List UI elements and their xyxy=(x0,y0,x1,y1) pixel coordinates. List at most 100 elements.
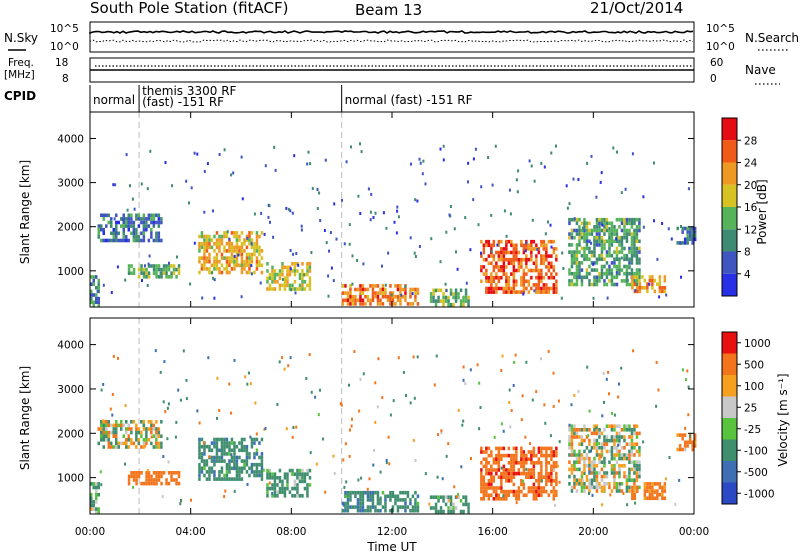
echo-cell xyxy=(651,286,654,290)
echo-cell xyxy=(349,498,352,502)
echo-cell xyxy=(688,230,692,234)
echo-cell xyxy=(495,261,498,266)
echo-cell xyxy=(613,446,616,450)
echo-cell xyxy=(95,293,98,297)
echo-cell xyxy=(543,165,546,169)
echo-cell xyxy=(610,471,614,475)
echo-cell xyxy=(102,213,105,218)
echo-cell xyxy=(628,449,631,454)
echo-cell xyxy=(414,501,417,506)
echo-cell xyxy=(527,486,531,490)
echo-cell xyxy=(578,217,581,222)
echo-cell xyxy=(205,234,209,239)
echo-cell xyxy=(608,449,611,454)
echo-cell xyxy=(681,368,684,372)
echo-cell xyxy=(152,271,156,275)
echo-cell xyxy=(245,444,249,449)
echo-cell xyxy=(175,471,178,475)
echo-cell xyxy=(515,243,518,248)
echo-cell xyxy=(603,232,606,236)
echo-cell xyxy=(391,505,395,509)
echo-cell xyxy=(680,275,682,279)
echo-cell xyxy=(583,217,586,222)
echo-cell xyxy=(613,428,616,432)
echo-cell xyxy=(366,498,370,502)
echo-cell xyxy=(260,249,264,253)
echo-cell xyxy=(495,471,498,476)
colorbar-tick-label: 16 xyxy=(744,202,758,214)
echo-cell xyxy=(384,505,387,509)
echo-cell xyxy=(600,268,604,272)
echo-cell xyxy=(90,496,93,501)
echo-cell xyxy=(240,263,244,268)
echo-cell xyxy=(515,497,518,501)
echo-cell xyxy=(212,276,215,280)
echo-cell xyxy=(545,471,548,476)
echo-cell xyxy=(395,231,398,235)
echo-cell xyxy=(480,479,483,483)
echo-cell xyxy=(333,471,336,475)
echo-cell xyxy=(615,268,619,272)
echo-cell xyxy=(243,448,246,453)
echo-cell xyxy=(223,477,226,481)
echo-cell xyxy=(542,283,546,287)
echo-cell xyxy=(276,483,279,487)
echo-cell xyxy=(452,292,455,296)
echo-cell xyxy=(623,217,626,222)
echo-cell xyxy=(449,205,452,208)
echo-cell xyxy=(286,283,289,288)
echo-cell xyxy=(208,444,211,449)
echo-cell xyxy=(570,228,574,233)
noise-tick-left-top: 10^5 xyxy=(50,23,79,35)
echo-cell xyxy=(379,302,382,306)
echo-cell xyxy=(368,477,371,481)
echo-cell xyxy=(633,428,636,432)
echo-cell xyxy=(691,230,694,234)
echo-cell xyxy=(120,423,123,428)
echo-cell xyxy=(628,467,631,472)
echo-cell xyxy=(404,298,407,303)
echo-cell xyxy=(505,286,508,291)
echo-cell xyxy=(137,267,141,272)
echo-cell xyxy=(167,264,171,268)
echo-cell xyxy=(487,290,491,294)
echo-cell xyxy=(281,283,284,288)
echo-cell xyxy=(529,442,531,446)
echo-cell xyxy=(218,437,221,442)
echo-cell xyxy=(198,452,201,456)
echo-cell xyxy=(641,275,644,279)
echo-cell xyxy=(525,453,528,458)
echo-cell xyxy=(653,278,657,283)
echo-cell xyxy=(620,239,624,244)
echo-cell xyxy=(598,271,601,276)
echo-cell xyxy=(552,497,556,501)
echo-cell xyxy=(582,226,584,230)
echo-cell xyxy=(547,268,551,273)
echo-cell xyxy=(235,459,239,463)
echo-cell xyxy=(530,475,533,479)
echo-cell xyxy=(630,268,634,272)
echo-cell xyxy=(615,446,619,450)
echo-cell xyxy=(350,145,352,149)
echo-cell xyxy=(507,290,511,294)
echo-cell xyxy=(590,471,594,475)
echo-cell xyxy=(497,239,501,244)
echo-cell xyxy=(603,442,606,446)
echo-cell xyxy=(517,468,521,472)
echo-cell xyxy=(95,489,98,493)
echo-cell xyxy=(533,289,536,293)
echo-cell xyxy=(642,440,645,444)
echo-cell xyxy=(613,232,616,236)
echo-cell xyxy=(409,236,412,240)
echo-cell xyxy=(410,162,412,166)
echo-cell xyxy=(515,247,518,251)
echo-cell xyxy=(215,267,219,271)
echo-cell xyxy=(223,452,226,456)
echo-cell xyxy=(409,291,412,295)
echo-cell xyxy=(371,291,375,295)
echo-cell xyxy=(142,213,146,218)
echo-cell xyxy=(585,221,589,226)
echo-cell xyxy=(416,291,420,295)
echo-cell xyxy=(225,444,229,449)
echo-cell xyxy=(500,422,503,426)
